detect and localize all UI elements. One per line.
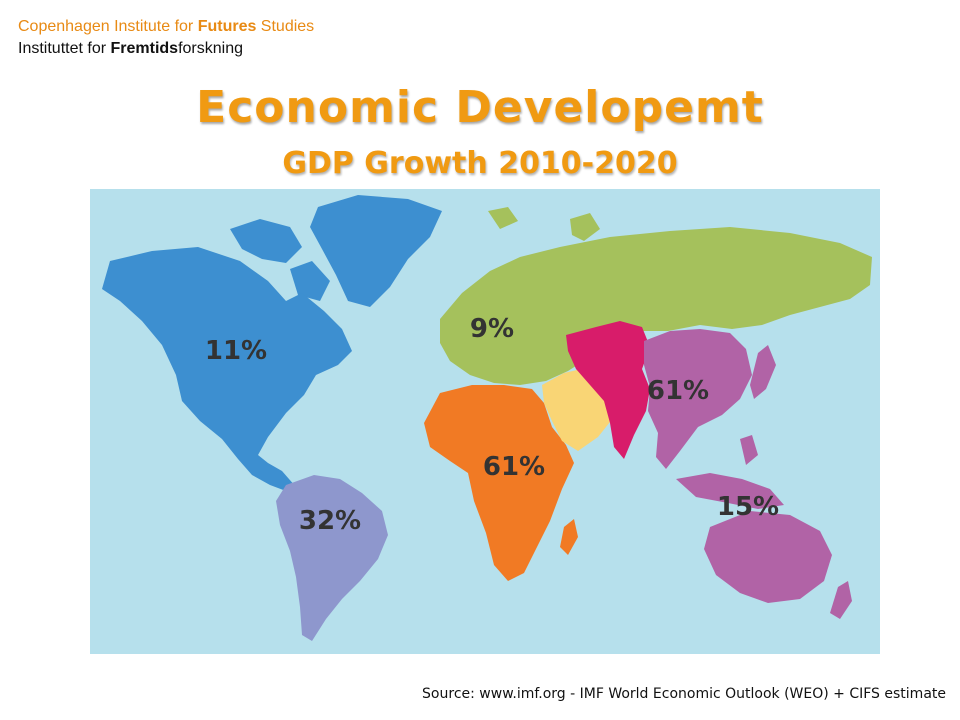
region-north-america [102,247,352,491]
region-south-asia [566,321,650,459]
label-europe-russia: 9% [470,314,514,344]
source-note: Source: www.imf.org - IMF World Economic… [422,686,946,702]
region-south-america [276,475,388,641]
page-title: Economic Developemt [196,82,764,133]
institute-name: Copenhagen Institute for Futures Studies… [18,16,314,60]
institute-name-danish: Instituttet for Fremtidsforskning [18,40,243,57]
region-madagascar [560,519,578,555]
region-southeast-asia-islands [676,473,784,509]
region-greenland [310,195,442,307]
institute-name-english: Copenhagen Institute for Futures Studies [18,18,315,35]
label-north-america: 11% [205,336,267,366]
region-philippines [740,435,758,465]
region-australia [704,511,832,603]
region-arctic-islands [230,219,302,263]
region-japan [750,345,776,399]
region-novaya-zemlya [570,213,600,241]
region-new-zealand [830,581,852,619]
region-east-asia [644,329,752,469]
label-africa: 61% [483,452,545,482]
region-arctic-islands-2 [290,261,330,301]
label-east-asia: 61% [647,376,709,406]
label-oceania: 15% [717,492,779,522]
region-svalbard [488,207,518,229]
page-subtitle: GDP Growth 2010-2020 [282,146,678,181]
world-map: 11% 32% 9% 61% 61% 15% [90,189,880,654]
region-europe-russia [440,227,872,385]
region-africa [424,385,574,581]
label-south-america: 32% [299,506,361,536]
